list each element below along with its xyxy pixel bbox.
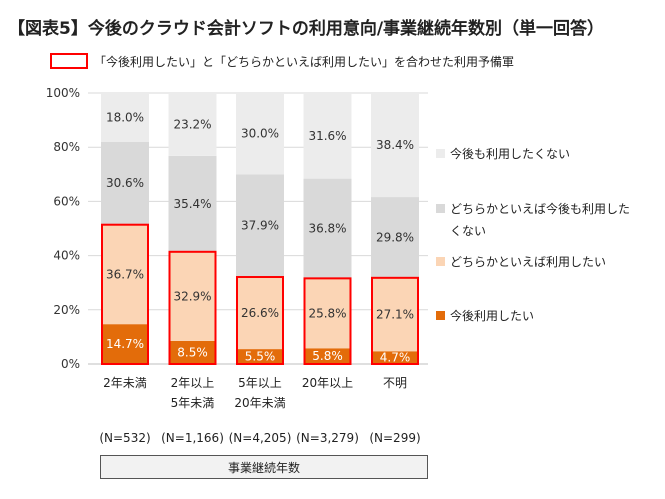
chart-title: 【図表5】今後のクラウド会計ソフトの利用意向/事業継続年数別（単一回答）	[8, 19, 605, 39]
x-axis-title: 事業継続年数	[100, 455, 428, 479]
highlight-legend: 「今後利用したい」と「どちらかといえば利用したい」を合わせた利用予備軍	[50, 50, 514, 72]
category-label: 5年以上	[238, 376, 282, 390]
highlight-box	[303, 277, 352, 366]
data-label: 14.7%	[106, 337, 144, 351]
y-tick-label: 60%	[53, 194, 80, 208]
data-label: 30.0%	[241, 127, 279, 141]
sample-size-label: (N=299)	[369, 431, 420, 445]
highlight-box	[101, 223, 149, 365]
bar-segment	[168, 93, 217, 156]
bar-segment	[303, 278, 352, 349]
y-tick-label: 40%	[53, 249, 80, 263]
bar-segment	[236, 174, 284, 278]
bar-segment	[371, 197, 419, 278]
data-label: 8.5%	[177, 345, 208, 359]
legend-label: どちらかといえば今後も利用した	[450, 201, 630, 216]
legend-swatch	[436, 204, 445, 213]
data-label: 27.1%	[376, 308, 414, 322]
bar-segment	[371, 93, 419, 198]
data-label: 36.8%	[308, 222, 346, 236]
data-label: 35.4%	[173, 197, 211, 211]
data-label: 23.2%	[173, 117, 211, 131]
data-label: 5.5%	[245, 350, 276, 364]
data-label: 36.7%	[106, 267, 144, 281]
data-label: 4.7%	[380, 351, 411, 365]
data-label: 32.9%	[173, 289, 211, 303]
data-label: 26.6%	[241, 306, 279, 320]
data-label: 38.4%	[376, 138, 414, 152]
category-label: 20年未満	[234, 396, 285, 410]
data-label: 29.8%	[376, 230, 414, 244]
sample-size-label: (N=3,279)	[296, 431, 359, 445]
legend-label: くない	[450, 224, 486, 238]
y-tick-label: 0%	[61, 357, 80, 371]
bar-segment	[168, 155, 217, 252]
bar-segment	[236, 93, 284, 175]
bar-segment	[371, 351, 419, 364]
category-label: 20年以上	[302, 376, 353, 390]
bar-segment	[168, 340, 217, 364]
bar-segment	[303, 348, 352, 364]
bar-segment	[101, 93, 149, 142]
category-label: 2年以上	[171, 376, 215, 390]
highlight-legend-swatch	[50, 53, 88, 69]
data-label: 25.8%	[308, 306, 346, 320]
bar-segment	[101, 324, 149, 364]
sample-size-label: (N=4,205)	[229, 431, 292, 445]
bar-segment	[236, 277, 284, 350]
sample-size-label: (N=1,166)	[161, 431, 224, 445]
category-label: 不明	[383, 376, 407, 390]
sample-size-label: (N=532)	[99, 431, 150, 445]
legend-swatch	[436, 149, 445, 158]
legend-label: 今後利用したい	[450, 308, 534, 323]
highlight-legend-label: 「今後利用したい」と「どちらかといえば利用したい」を合わせた利用予備軍	[94, 54, 515, 69]
bar-segment	[101, 141, 149, 225]
data-label: 18.0%	[106, 110, 144, 124]
legend-swatch	[436, 257, 445, 266]
legend-label: 今後も利用したくない	[450, 146, 570, 161]
legend-swatch	[436, 311, 445, 320]
y-tick-label: 100%	[46, 86, 80, 100]
bar-segment	[236, 349, 284, 364]
highlight-box	[168, 250, 217, 365]
bar-segment	[303, 93, 352, 179]
y-tick-label: 80%	[53, 140, 80, 154]
category-label: 5年未満	[171, 396, 215, 410]
bar-segment	[101, 224, 149, 325]
category-label: 2年未満	[103, 376, 147, 390]
data-label: 37.9%	[241, 219, 279, 233]
bar-segment	[168, 251, 217, 341]
highlight-box	[236, 276, 284, 365]
highlight-box	[371, 276, 419, 365]
legend-label: どちらかといえば利用したい	[450, 255, 606, 269]
data-label: 30.6%	[106, 176, 144, 190]
y-tick-label: 20%	[53, 303, 80, 317]
bar-segment	[371, 277, 419, 352]
data-label: 31.6%	[308, 129, 346, 143]
data-label: 5.8%	[312, 349, 343, 363]
bar-segment	[303, 178, 352, 279]
